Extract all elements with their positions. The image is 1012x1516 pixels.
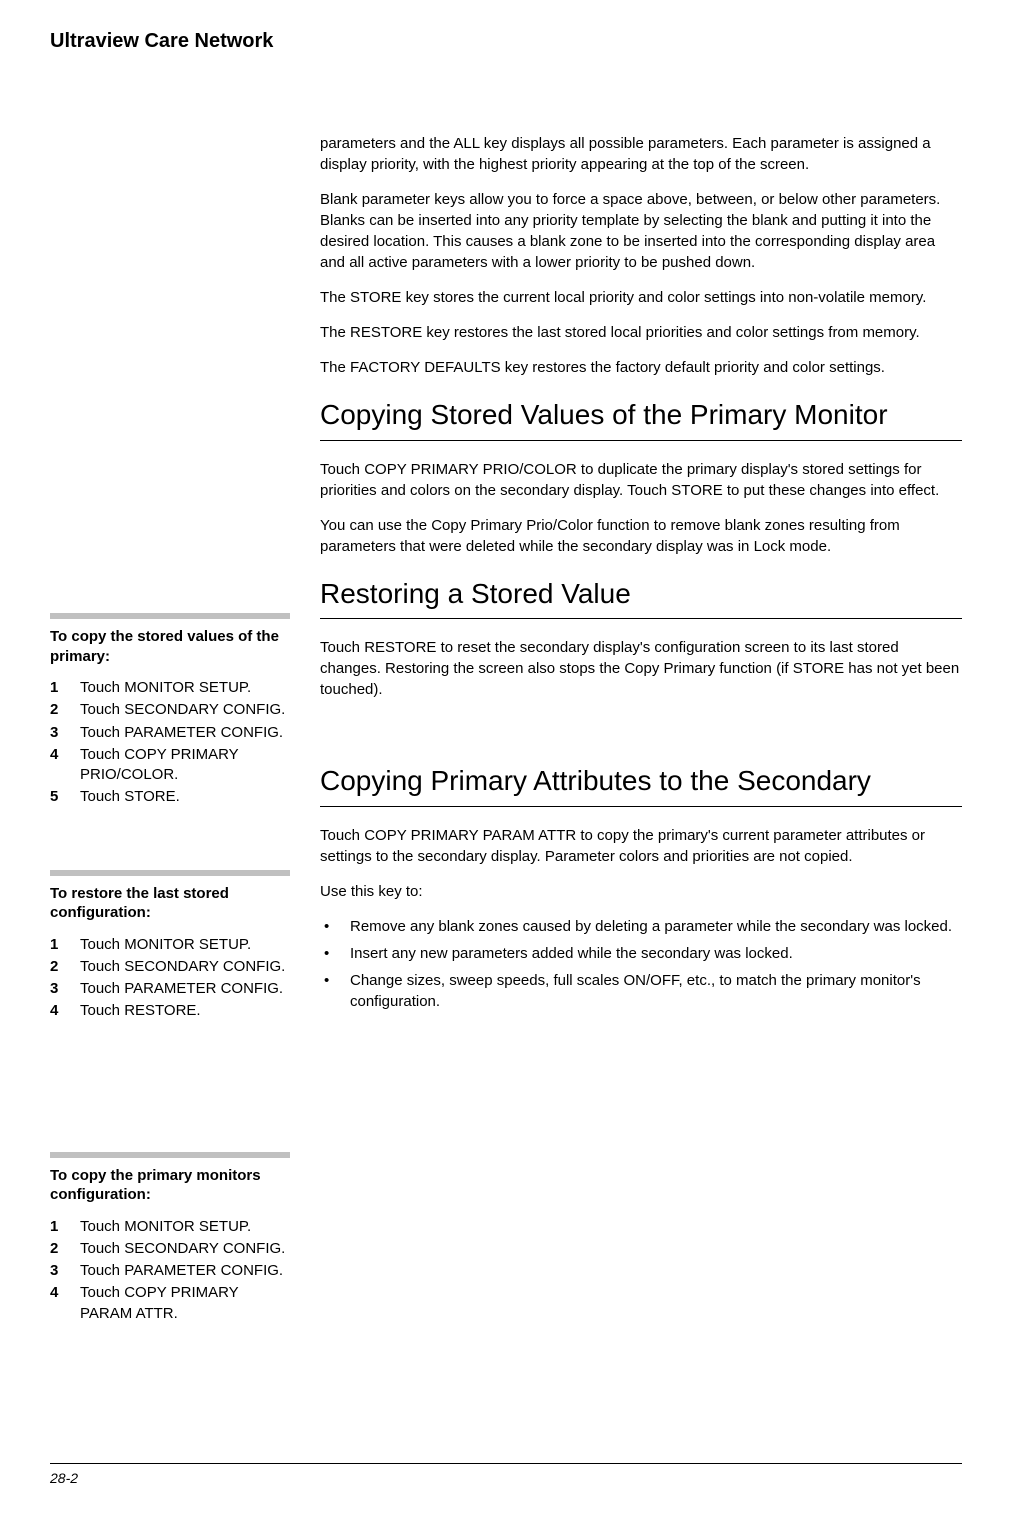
section-rule (320, 440, 962, 441)
section-heading: Copying Primary Attributes to the Second… (320, 764, 962, 798)
bullet-text: Remove any blank zones caused by deletin… (350, 916, 962, 937)
sidebar-step: 1Touch MONITOR SETUP. (50, 1217, 290, 1237)
sidebar-step: 4Touch RESTORE. (50, 1001, 290, 1021)
body-paragraph: Blank parameter keys allow you to force … (320, 189, 962, 273)
sidebar-step: 2Touch SECONDARY CONFIG. (50, 700, 290, 720)
content-spacer (320, 714, 962, 744)
bullet-marker: • (320, 970, 350, 1012)
bullet-text: Insert any new parameters added while th… (350, 943, 962, 964)
step-number: 4 (50, 1283, 80, 1324)
main-container: To copy the stored values of the primary… (50, 133, 962, 1364)
body-paragraph: parameters and the ALL key displays all … (320, 133, 962, 175)
content-column: parameters and the ALL key displays all … (320, 133, 962, 1364)
sidebar-title: To restore the last stored configuration… (50, 884, 290, 923)
sidebar-block-copy-stored: To copy the stored values of the primary… (50, 613, 290, 808)
step-number: 2 (50, 957, 80, 977)
step-text: Touch STORE. (80, 787, 290, 807)
bullet-text: Change sizes, sweep speeds, full scales … (350, 970, 962, 1012)
section-rule (320, 806, 962, 807)
bullet-marker: • (320, 916, 350, 937)
sidebar-step: 5Touch STORE. (50, 787, 290, 807)
sidebar-step: 1Touch MONITOR SETUP. (50, 935, 290, 955)
sidebar-block-copy-attr: To copy the primary monitors configurati… (50, 1152, 290, 1324)
sidebar-step: 3Touch PARAMETER CONFIG. (50, 723, 290, 743)
body-paragraph: Use this key to: (320, 881, 962, 902)
sidebar-step: 4Touch COPY PRIMARY PRIO/COLOR. (50, 745, 290, 786)
sidebar-title: To copy the primary monitors configurati… (50, 1166, 290, 1205)
bullet-item: •Insert any new parameters added while t… (320, 943, 962, 964)
step-text: Touch PARAMETER CONFIG. (80, 723, 290, 743)
step-text: Touch MONITOR SETUP. (80, 1217, 290, 1237)
step-number: 4 (50, 1001, 80, 1021)
body-paragraph: The FACTORY DEFAULTS key restores the fa… (320, 357, 962, 378)
sidebar-divider (50, 1152, 290, 1158)
page-header: Ultraview Care Network (50, 30, 962, 53)
sidebar-spacer (50, 133, 290, 613)
sidebar-title: To copy the stored values of the primary… (50, 627, 290, 666)
step-text: Touch SECONDARY CONFIG. (80, 957, 290, 977)
step-number: 2 (50, 1239, 80, 1259)
step-text: Touch SECONDARY CONFIG. (80, 700, 290, 720)
footer-rule (50, 1463, 962, 1464)
sidebar-step: 2Touch SECONDARY CONFIG. (50, 957, 290, 977)
body-paragraph: Touch COPY PRIMARY PARAM ATTR to copy th… (320, 825, 962, 867)
step-number: 3 (50, 1261, 80, 1281)
step-text: Touch SECONDARY CONFIG. (80, 1239, 290, 1259)
step-number: 4 (50, 745, 80, 786)
sidebar-divider (50, 613, 290, 619)
sidebar-step: 4Touch COPY PRIMARY PARAM ATTR. (50, 1283, 290, 1324)
sidebar-step: 3Touch PARAMETER CONFIG. (50, 1261, 290, 1281)
step-text: Touch MONITOR SETUP. (80, 935, 290, 955)
bullet-item: •Remove any blank zones caused by deleti… (320, 916, 962, 937)
step-number: 1 (50, 1217, 80, 1237)
step-text: Touch MONITOR SETUP. (80, 678, 290, 698)
step-number: 3 (50, 723, 80, 743)
sidebar-spacer (50, 1062, 290, 1152)
page-number: 28-2 (50, 1470, 962, 1486)
sidebar-steps: 1Touch MONITOR SETUP. 2Touch SECONDARY C… (50, 1217, 290, 1324)
body-paragraph: Touch COPY PRIMARY PRIO/COLOR to duplica… (320, 459, 962, 501)
body-paragraph: The STORE key stores the current local p… (320, 287, 962, 308)
sidebar-block-restore: To restore the last stored configuration… (50, 870, 290, 1022)
body-paragraph: You can use the Copy Primary Prio/Color … (320, 515, 962, 557)
sidebar-divider (50, 870, 290, 876)
step-number: 2 (50, 700, 80, 720)
sidebar-step: 1Touch MONITOR SETUP. (50, 678, 290, 698)
sidebar-step: 2Touch SECONDARY CONFIG. (50, 1239, 290, 1259)
step-number: 1 (50, 678, 80, 698)
step-number: 3 (50, 979, 80, 999)
bullet-list: •Remove any blank zones caused by deleti… (320, 916, 962, 1012)
step-text: Touch PARAMETER CONFIG. (80, 1261, 290, 1281)
section-heading: Restoring a Stored Value (320, 577, 962, 611)
step-number: 1 (50, 935, 80, 955)
step-text: Touch COPY PRIMARY PRIO/COLOR. (80, 745, 290, 786)
sidebar-step: 3Touch PARAMETER CONFIG. (50, 979, 290, 999)
body-paragraph: The RESTORE key restores the last stored… (320, 322, 962, 343)
bullet-item: •Change sizes, sweep speeds, full scales… (320, 970, 962, 1012)
bullet-marker: • (320, 943, 350, 964)
section-rule (320, 618, 962, 619)
sidebar-steps: 1Touch MONITOR SETUP. 2Touch SECONDARY C… (50, 678, 290, 808)
sidebar-spacer (50, 848, 290, 870)
sidebar: To copy the stored values of the primary… (50, 133, 290, 1364)
step-text: Touch PARAMETER CONFIG. (80, 979, 290, 999)
sidebar-steps: 1Touch MONITOR SETUP. 2Touch SECONDARY C… (50, 935, 290, 1022)
step-text: Touch RESTORE. (80, 1001, 290, 1021)
page-footer: 28-2 (50, 1463, 962, 1486)
section-heading: Copying Stored Values of the Primary Mon… (320, 398, 962, 432)
body-paragraph: Touch RESTORE to reset the secondary dis… (320, 637, 962, 700)
step-number: 5 (50, 787, 80, 807)
step-text: Touch COPY PRIMARY PARAM ATTR. (80, 1283, 290, 1324)
